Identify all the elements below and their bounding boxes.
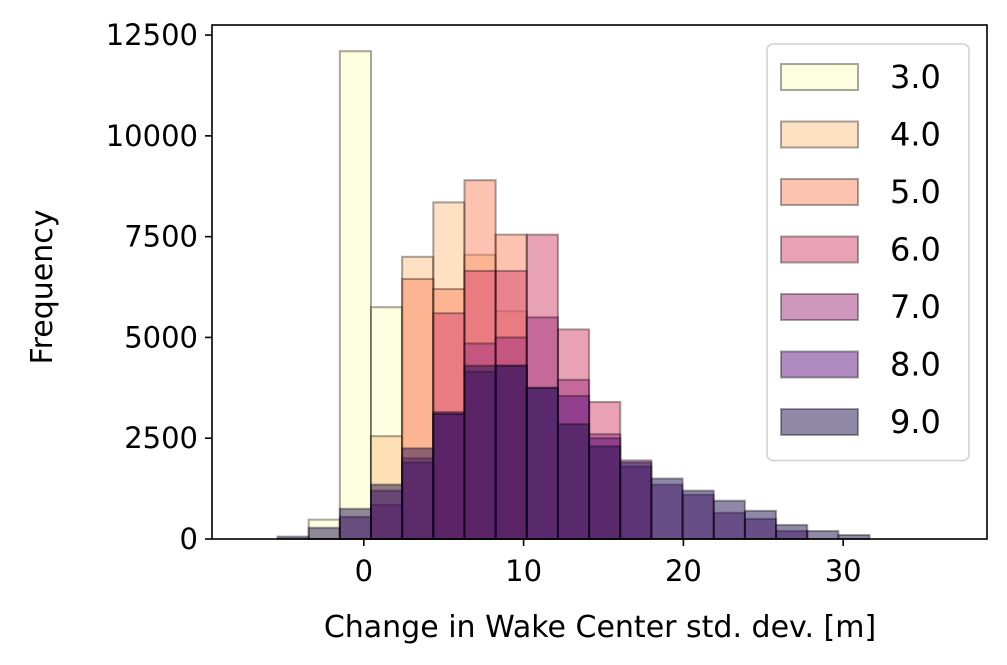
bar-series-9.0-bin-13	[683, 491, 714, 539]
bar-series-9.0-bin-15	[745, 511, 776, 539]
y-tick-label: 12500	[106, 18, 198, 52]
bar-series-3.0-bin-2	[340, 51, 371, 539]
y-tick-label: 2500	[124, 421, 198, 455]
bar-series-9.0-bin-8	[527, 388, 558, 539]
y-axis-label: Frequency	[25, 210, 60, 365]
bar-series-9.0-bin-1	[309, 528, 340, 539]
legend-swatch-9.0	[781, 409, 858, 435]
bar-series-9.0-bin-5	[433, 414, 464, 539]
bar-series-9.0-bin-6	[464, 366, 495, 539]
x-tick-label: 30	[825, 554, 862, 588]
y-tick-label: 0	[180, 522, 198, 556]
bar-series-9.0-bin-12	[651, 479, 682, 539]
y-tick-label: 7500	[124, 220, 198, 254]
x-tick-label: 20	[665, 554, 702, 588]
bar-series-9.0-bin-3	[371, 485, 402, 539]
legend-label-5.0: 5.0	[890, 173, 941, 211]
legend-swatch-3.0	[781, 64, 858, 90]
x-tick-label: 10	[505, 554, 542, 588]
bar-series-9.0-bin-9	[558, 424, 589, 539]
legend-swatch-8.0	[781, 352, 858, 378]
legend: 3.0 4.0 5.0 6.0 7.0 8.0 9.0	[767, 44, 969, 461]
legend-swatch-5.0	[781, 179, 858, 205]
bar-series-9.0-bin-16	[776, 525, 807, 539]
y-tick-label: 10000	[106, 119, 198, 153]
bar-series-9.0-bin-10	[589, 446, 620, 539]
legend-swatch-7.0	[781, 294, 858, 320]
legend-label-3.0: 3.0	[890, 58, 941, 96]
legend-swatch-6.0	[781, 237, 858, 263]
bar-series-9.0-bin-7	[496, 366, 527, 539]
x-tick-label: 0	[355, 554, 373, 588]
legend-label-7.0: 7.0	[890, 288, 941, 326]
x-axis-label: Change in Wake Center std. dev. [m]	[324, 610, 876, 645]
bar-series-9.0-bin-11	[620, 462, 651, 539]
bar-series-9.0-bin-14	[714, 501, 745, 539]
legend-label-6.0: 6.0	[890, 231, 941, 269]
bar-series-9.0-bin-17	[807, 531, 838, 539]
legend-swatch-4.0	[781, 122, 858, 148]
y-tick-label: 5000	[124, 320, 198, 354]
bar-series-9.0-bin-2	[340, 509, 371, 539]
legend-label-4.0: 4.0	[890, 116, 941, 154]
bar-series-9.0-bin-4	[402, 448, 433, 539]
legend-label-9.0: 9.0	[890, 403, 941, 441]
legend-label-8.0: 8.0	[890, 346, 941, 384]
